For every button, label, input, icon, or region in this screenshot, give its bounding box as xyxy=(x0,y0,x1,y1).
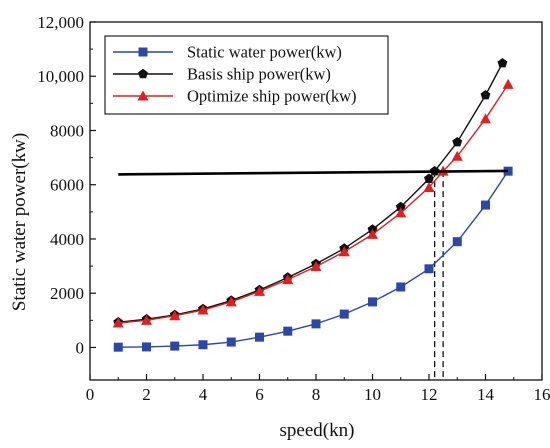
data-point-square xyxy=(339,309,349,319)
legend-label: Optimize ship power(kw) xyxy=(187,87,357,106)
data-point-triangle xyxy=(367,228,378,239)
x-tick-label: 0 xyxy=(86,385,95,404)
data-point-square xyxy=(396,282,406,292)
data-point-square xyxy=(283,326,293,336)
data-point-square xyxy=(255,332,264,342)
y-axis-title: Static water power(kw) xyxy=(9,133,30,311)
data-point-square xyxy=(452,237,462,247)
data-point-pentagon xyxy=(497,58,508,68)
x-tick-label: 8 xyxy=(312,385,321,404)
series-line xyxy=(118,169,509,176)
data-point-pentagon xyxy=(395,201,406,212)
data-point-square xyxy=(226,337,236,347)
data-point-pentagon xyxy=(452,136,463,147)
series-line xyxy=(118,83,509,324)
data-point-square xyxy=(170,341,180,351)
data-point-square xyxy=(368,297,377,307)
y-tick-label: 10,000 xyxy=(37,67,84,86)
series-layer xyxy=(112,58,514,352)
data-point-triangle xyxy=(395,207,407,218)
series-2 xyxy=(112,78,514,328)
data-point-square xyxy=(142,342,151,352)
data-point-square xyxy=(198,340,208,350)
data-point-triangle xyxy=(338,246,350,257)
data-point-square xyxy=(481,200,490,210)
x-tick-label: 12 xyxy=(421,385,438,404)
legend-label: Static water power(kw) xyxy=(187,43,342,62)
data-point-triangle xyxy=(310,261,322,272)
y-tick-label: 6000 xyxy=(50,176,84,195)
data-point-triangle xyxy=(169,310,181,321)
data-point-triangle xyxy=(141,314,152,325)
legend-label: Basis ship power(kw) xyxy=(187,65,331,84)
data-point-triangle xyxy=(423,181,435,192)
legend-marker xyxy=(138,47,148,57)
legend-marker xyxy=(137,90,149,101)
legend: Static water power(kw) Basis ship power(k… xyxy=(104,35,389,115)
series-line xyxy=(118,62,504,323)
data-point-triangle xyxy=(282,274,294,285)
data-point-square xyxy=(113,342,123,352)
data-point-triangle xyxy=(451,150,463,161)
annotations-layer xyxy=(433,171,444,380)
series-0 xyxy=(113,166,513,352)
data-point-triangle xyxy=(502,78,514,89)
data-point-pentagon xyxy=(424,173,434,183)
x-tick-label: 2 xyxy=(142,385,151,404)
y-tick-label: 4000 xyxy=(50,230,84,249)
data-point-triangle xyxy=(480,113,491,124)
x-axis-title: speed(kn) xyxy=(280,420,355,441)
y-tick-label: 2000 xyxy=(50,284,84,303)
x-tick-label: 14 xyxy=(477,385,495,404)
legend-marker xyxy=(138,68,148,79)
data-point-triangle xyxy=(225,296,237,307)
data-point-square xyxy=(424,264,434,274)
data-point-triangle xyxy=(254,285,265,296)
x-tick-label: 6 xyxy=(255,385,264,404)
data-point-square xyxy=(311,319,321,329)
legend-box xyxy=(104,35,389,115)
data-point-pentagon xyxy=(480,90,491,100)
ticks-layer: 0 2 4 6 8 10 12 14 16 0 2000 4000 6000 8000 10,000 12,0… xyxy=(37,13,550,404)
y-tick-label: 12,000 xyxy=(37,13,84,32)
data-point-triangle xyxy=(112,317,124,328)
y-tick-label: 0 xyxy=(76,338,85,357)
x-tick-label: 4 xyxy=(199,385,208,404)
x-tick-label: 16 xyxy=(534,385,550,404)
y-tick-label: 8000 xyxy=(50,121,84,140)
series-3 xyxy=(118,169,509,176)
data-point-triangle xyxy=(197,304,209,315)
x-tick-label: 10 xyxy=(364,385,381,404)
